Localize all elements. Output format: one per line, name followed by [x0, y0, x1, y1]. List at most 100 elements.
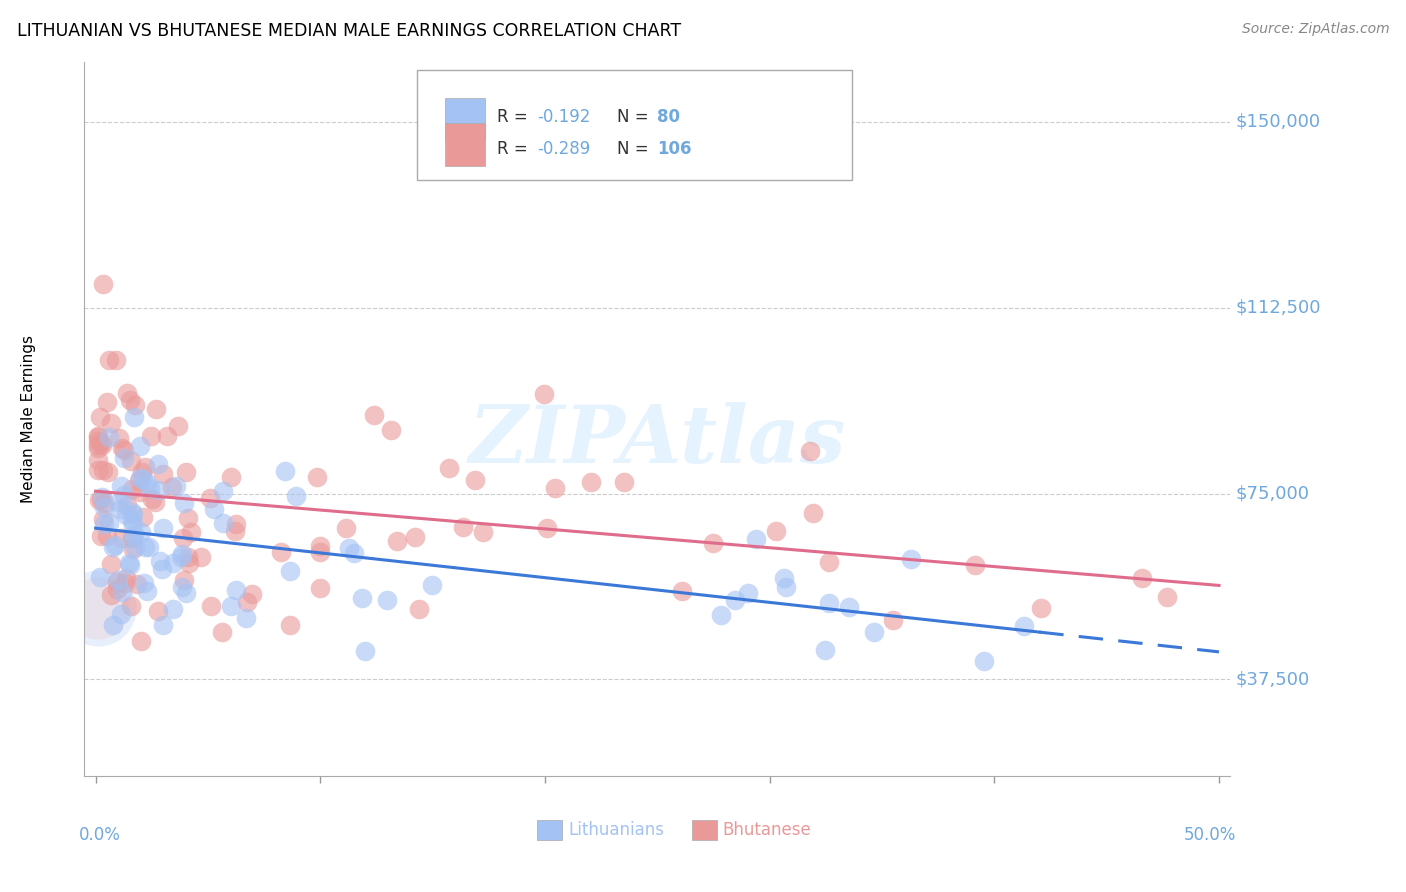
- Point: [121, 531, 143, 545]
- Point: [285, 489, 308, 503]
- Point: [124, 398, 146, 412]
- Point: [170, 580, 193, 594]
- Point: [464, 474, 486, 488]
- Point: [219, 469, 242, 483]
- Point: [305, 470, 328, 484]
- Point: [108, 495, 131, 509]
- Point: [408, 602, 430, 616]
- Point: [87, 430, 110, 444]
- Point: [90, 529, 112, 543]
- Point: [152, 617, 174, 632]
- Point: [224, 524, 246, 539]
- Point: [120, 392, 142, 407]
- Point: [128, 470, 150, 484]
- Point: [354, 644, 377, 658]
- Point: [172, 531, 194, 545]
- FancyBboxPatch shape: [692, 821, 717, 840]
- Point: [422, 578, 444, 592]
- Point: [121, 513, 143, 527]
- Point: [101, 541, 124, 555]
- Point: [363, 408, 385, 422]
- Point: [162, 602, 184, 616]
- Point: [152, 467, 174, 481]
- Point: [818, 596, 841, 610]
- Point: [115, 386, 138, 401]
- Point: [87, 441, 110, 455]
- Point: [173, 573, 195, 587]
- Point: [235, 595, 257, 609]
- Text: $75,000: $75,000: [1236, 484, 1310, 502]
- Point: [121, 483, 143, 497]
- Point: [900, 552, 922, 566]
- Point: [225, 582, 247, 597]
- Point: [97, 516, 120, 530]
- Point: [211, 516, 233, 531]
- FancyBboxPatch shape: [446, 98, 485, 141]
- Point: [219, 599, 242, 613]
- Point: [122, 410, 145, 425]
- Point: [134, 540, 156, 554]
- Point: [174, 465, 197, 479]
- Point: [100, 558, 122, 572]
- Point: [162, 479, 184, 493]
- Point: [141, 491, 163, 506]
- Point: [240, 587, 263, 601]
- Text: R =: R =: [496, 108, 533, 126]
- Point: [212, 484, 235, 499]
- Point: [145, 401, 167, 416]
- Point: [122, 517, 145, 532]
- Point: [375, 593, 398, 607]
- Text: R =: R =: [496, 141, 533, 159]
- Point: [120, 599, 142, 613]
- Point: [882, 613, 904, 627]
- Point: [131, 465, 153, 479]
- Text: -0.289: -0.289: [537, 141, 591, 159]
- Point: [87, 438, 110, 452]
- Point: [120, 454, 142, 468]
- Point: [108, 502, 131, 516]
- Point: [122, 507, 145, 521]
- Point: [799, 443, 821, 458]
- Point: [111, 442, 134, 456]
- Point: [702, 536, 724, 550]
- Point: [104, 538, 127, 552]
- Point: [101, 618, 124, 632]
- Text: $37,500: $37,500: [1236, 671, 1310, 689]
- Point: [170, 549, 193, 564]
- Text: Source: ZipAtlas.com: Source: ZipAtlas.com: [1241, 22, 1389, 37]
- Point: [536, 521, 558, 535]
- Point: [132, 576, 155, 591]
- Point: [87, 600, 110, 615]
- Point: [737, 586, 759, 600]
- Point: [115, 508, 138, 522]
- Point: [121, 532, 143, 546]
- Point: [278, 564, 301, 578]
- Point: [110, 607, 132, 622]
- Point: [128, 485, 150, 500]
- Point: [380, 423, 402, 437]
- Point: [124, 540, 146, 554]
- Point: [105, 575, 128, 590]
- Point: [131, 525, 153, 540]
- Point: [225, 517, 247, 532]
- Point: [146, 457, 169, 471]
- Point: [724, 593, 747, 607]
- Text: $150,000: $150,000: [1236, 113, 1322, 131]
- Point: [817, 556, 839, 570]
- Point: [863, 625, 886, 640]
- Point: [114, 575, 136, 590]
- Point: [710, 607, 733, 622]
- Point: [98, 430, 121, 444]
- Point: [1130, 571, 1153, 585]
- Point: [134, 460, 156, 475]
- Point: [273, 464, 295, 478]
- Point: [801, 506, 824, 520]
- Point: [100, 588, 122, 602]
- Point: [143, 494, 166, 508]
- Text: 106: 106: [658, 141, 692, 159]
- Point: [156, 429, 179, 443]
- Point: [343, 546, 366, 560]
- Point: [131, 471, 153, 485]
- Point: [91, 463, 114, 477]
- Point: [173, 496, 195, 510]
